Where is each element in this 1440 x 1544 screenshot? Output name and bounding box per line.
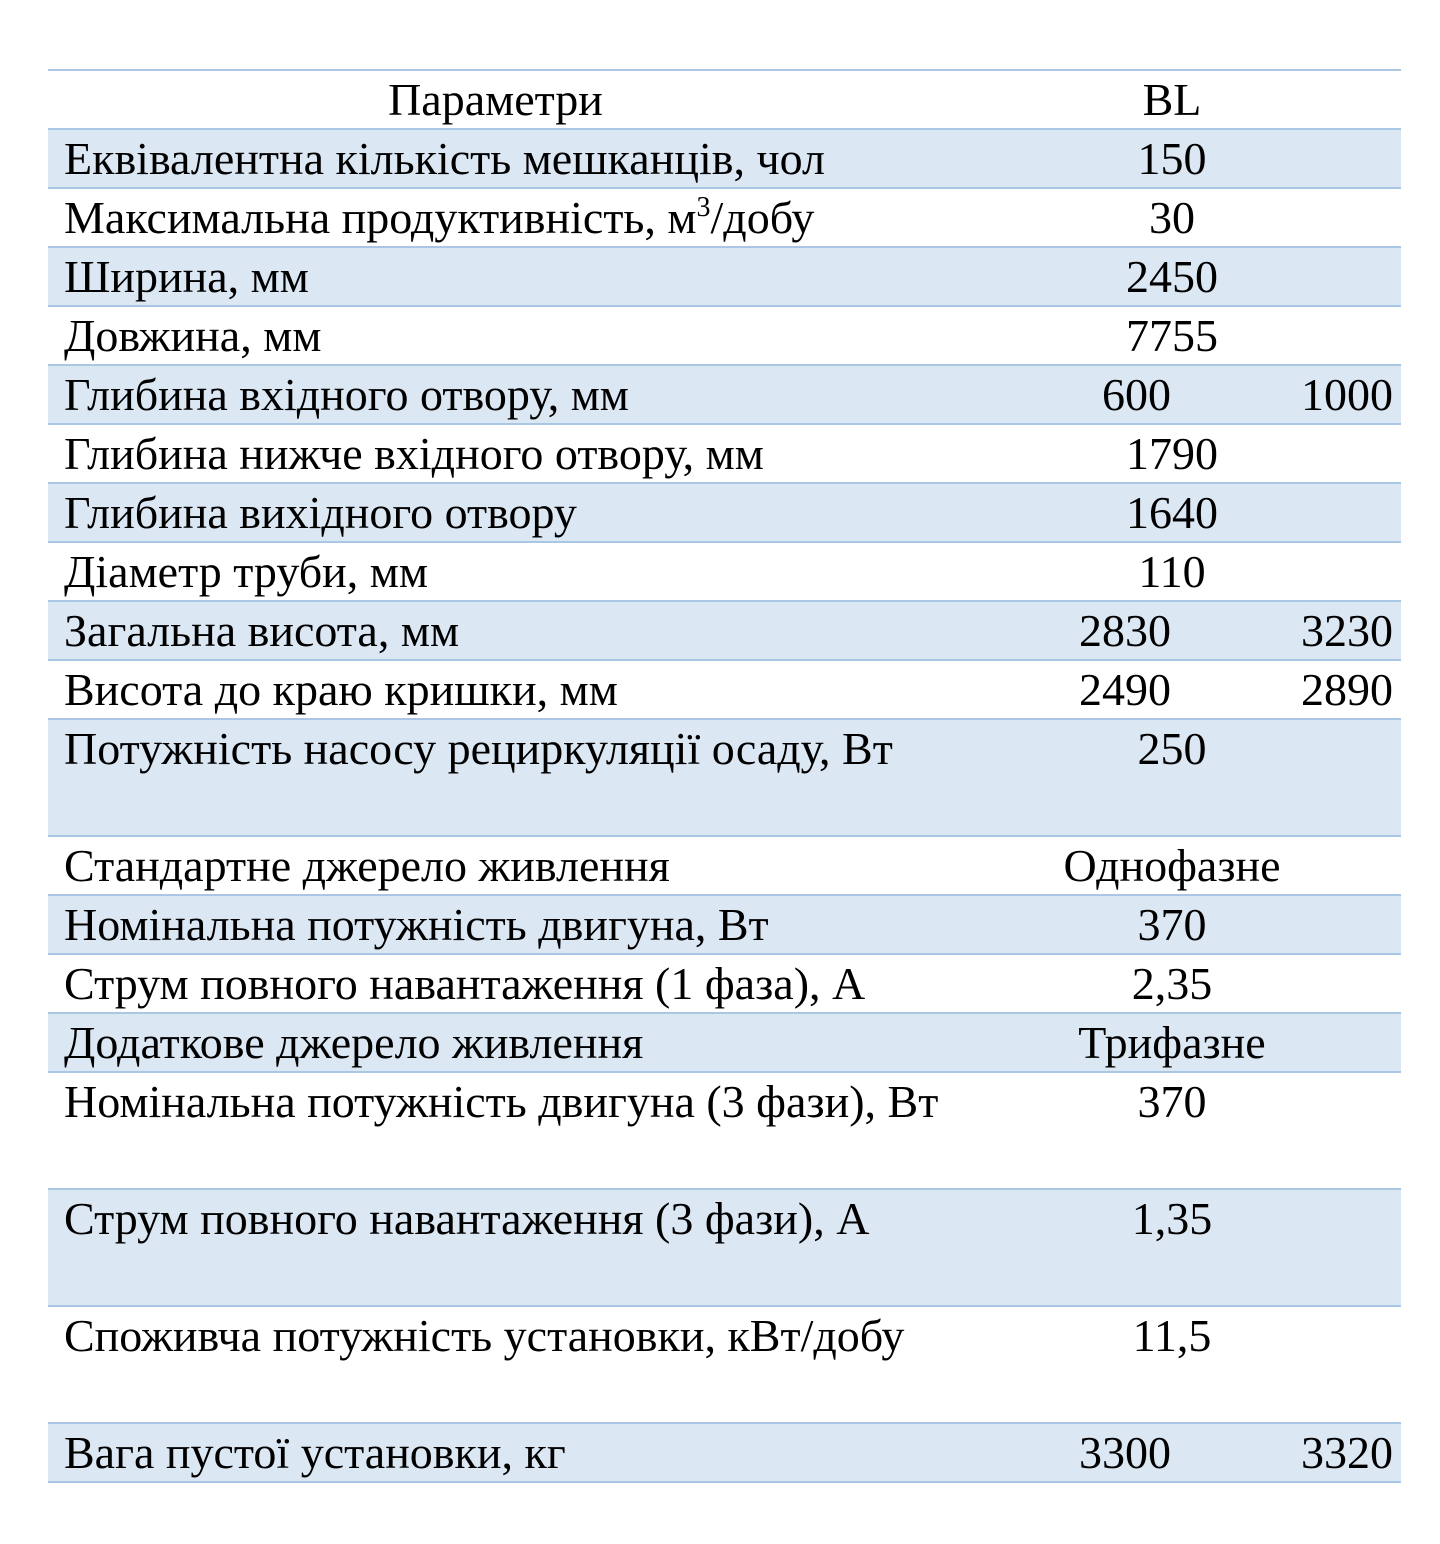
table-row: Споживча потужність установки, кВт/добу … (48, 1307, 1401, 1424)
row-split-values: 600 1000 (943, 366, 1401, 423)
row-label: Стандартне джерело живлення (64, 840, 670, 891)
table-row: Висота до краю кришки, мм 2490 2890 (48, 661, 1401, 720)
row-label-superscript: 3 (696, 192, 711, 224)
row-value-cell: Однофазне (943, 837, 1401, 894)
row-value-cell: 1790 (943, 425, 1401, 482)
row-value-1: 3300 (1079, 1427, 1171, 1478)
row-label: Ширина, мм (64, 251, 309, 302)
table-row: Потужність насосу рециркуляції осаду, Вт… (48, 720, 1401, 837)
row-label: Потужність насосу рециркуляції осаду, Вт (64, 723, 893, 774)
table-row: Глибина вихідного отвору 1640 (48, 484, 1401, 543)
row-value: 11,5 (1132, 1310, 1212, 1361)
row-value-cell: 11,5 (943, 1307, 1401, 1422)
row-value-cell: 7755 (943, 307, 1401, 364)
row-value-cell: 1,35 (943, 1190, 1401, 1305)
row-label: Загальна висота, мм (64, 605, 460, 656)
table-header-row: Параметри BL (48, 71, 1401, 130)
row-label: Діаметр труби, мм (64, 546, 428, 597)
row-value-1: 600 (1102, 369, 1171, 420)
row-value-2: 1000 (1301, 369, 1393, 420)
row-label: Струм повного навантаження (3 фази), А (64, 1193, 870, 1244)
table-row: Глибина нижче вхідного отвору, мм 1790 (48, 425, 1401, 484)
row-value-cell: 150 (943, 130, 1401, 187)
table-row: Максимальна продуктивність, м3/добу 30 (48, 189, 1401, 248)
table-row: Загальна висота, мм 2830 3230 (48, 602, 1401, 661)
table-row: Додаткове джерело живлення Трифазне (48, 1014, 1401, 1073)
row-value-cell: 110 (943, 543, 1401, 600)
row-value: 150 (1137, 133, 1207, 184)
row-split-values: 2830 3230 (943, 602, 1401, 659)
table-row: Ширина, мм 2450 (48, 248, 1401, 307)
row-label: Еквівалентна кількість мешканців, чол (64, 133, 825, 184)
row-value-cell: 370 (943, 896, 1401, 953)
row-value-cell: 370 (943, 1073, 1401, 1188)
table-row: Діаметр труби, мм 110 (48, 543, 1401, 602)
row-split-values: 3300 3320 (943, 1424, 1401, 1481)
row-label: Глибина вихідного отвору (64, 487, 577, 538)
row-value: 250 (1137, 723, 1207, 774)
header-model-cell: BL (943, 71, 1401, 128)
table-row: Еквівалентна кількість мешканців, чол 15… (48, 130, 1401, 189)
row-value: 1,35 (1131, 1193, 1213, 1244)
header-parameters: Параметри (388, 74, 603, 125)
row-value: 2,35 (1131, 958, 1213, 1009)
row-label-suffix: /добу (710, 192, 815, 243)
row-label: Номінальна потужність двигуна, Вт (64, 899, 769, 950)
row-label-text: Максимальна продуктивність, м (64, 192, 697, 243)
row-value-cell: 250 (943, 720, 1401, 835)
row-value: 370 (1137, 899, 1207, 950)
table-row: Стандартне джерело живлення Однофазне (48, 837, 1401, 896)
row-value-1: 2490 (1079, 664, 1171, 715)
table-row: Номінальна потужність двигуна (3 фази), … (48, 1073, 1401, 1190)
row-value-cell: 2,35 (943, 955, 1401, 1012)
table-row: Довжина, мм 7755 (48, 307, 1401, 366)
row-value-2: 3230 (1301, 605, 1393, 656)
row-value-cell: 2450 (943, 248, 1401, 305)
row-value: Трифазне (1078, 1017, 1266, 1068)
row-value: 30 (1149, 192, 1195, 243)
row-value-1: 2830 (1079, 605, 1171, 656)
row-value: 2450 (1126, 251, 1218, 302)
table-row: Струм повного навантаження (1 фаза), А 2… (48, 955, 1401, 1014)
row-value: 1790 (1126, 428, 1218, 479)
table-row: Глибина вхідного отвору, мм 600 1000 (48, 366, 1401, 425)
row-value: 1640 (1126, 487, 1218, 538)
row-label: Струм повного навантаження (1 фаза), А (64, 958, 866, 1009)
row-value: 7755 (1126, 310, 1218, 361)
row-label: Висота до краю кришки, мм (64, 664, 618, 715)
row-value-2: 2890 (1301, 664, 1393, 715)
table-row: Вага пустої установки, кг 3300 3320 (48, 1424, 1401, 1483)
row-value-cell: 1640 (943, 484, 1401, 541)
row-label: Споживча потужність установки, кВт/добу (64, 1310, 905, 1361)
row-value: Однофазне (1063, 840, 1281, 891)
row-value-cell: 30 (943, 189, 1401, 246)
row-split-values: 2490 2890 (943, 661, 1401, 718)
table-row: Номінальна потужність двигуна, Вт 370 (48, 896, 1401, 955)
header-model: BL (1142, 74, 1202, 125)
spec-table: Параметри BL Еквівалентна кількість мешк… (48, 69, 1401, 1483)
row-label: Глибина нижче вхідного отвору, мм (64, 428, 764, 479)
row-label: Глибина вхідного отвору, мм (64, 369, 629, 420)
row-value: 370 (1137, 1076, 1207, 1127)
row-label: Номінальна потужність двигуна (3 фази), … (64, 1076, 939, 1127)
table-row: Струм повного навантаження (3 фази), А 1… (48, 1190, 1401, 1307)
row-value: 110 (1138, 546, 1206, 597)
row-label: Довжина, мм (64, 310, 322, 361)
row-value-cell: Трифазне (943, 1014, 1401, 1071)
row-label: Максимальна продуктивність, м3/добу (48, 189, 943, 246)
row-label: Додаткове джерело живлення (64, 1017, 644, 1068)
row-label: Вага пустої установки, кг (64, 1427, 566, 1478)
row-value-2: 3320 (1301, 1427, 1393, 1478)
